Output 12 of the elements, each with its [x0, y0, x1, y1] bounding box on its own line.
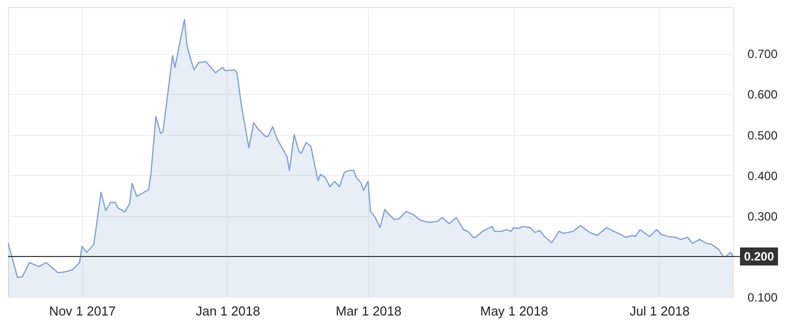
- y-tick-label: 0.400: [748, 168, 778, 183]
- x-tick-label: Mar 1 2018: [336, 304, 402, 318]
- y-tick-label: 0.100: [748, 290, 778, 304]
- y-tick-label: 0.700: [748, 47, 778, 62]
- x-tick-label: Nov 1 2017: [49, 304, 116, 318]
- x-tick-label: Jul 1 2018: [630, 304, 690, 318]
- y-tick-label: 0.600: [748, 88, 778, 102]
- x-tick-label: May 1 2018: [480, 304, 548, 318]
- x-tick-label: Jan 1 2018: [196, 304, 260, 318]
- ref-line-label: 0.200: [744, 249, 774, 264]
- y-tick-label: 0.300: [748, 209, 778, 224]
- y-tick-label: 0.500: [748, 128, 778, 142]
